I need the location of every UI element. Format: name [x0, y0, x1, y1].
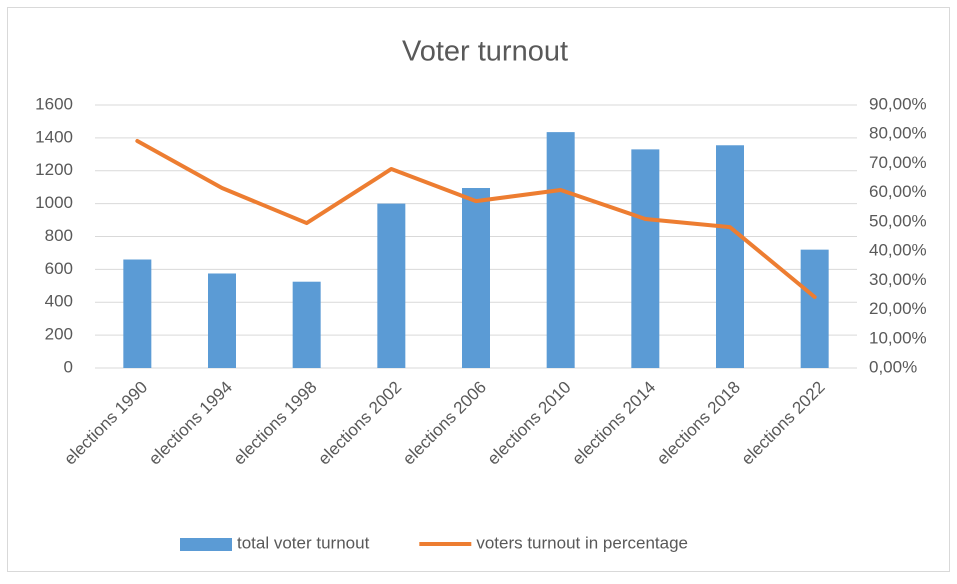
- y-tick-label: 1200: [35, 160, 73, 179]
- bar: [631, 149, 660, 368]
- y-tick-label: 1000: [35, 193, 73, 212]
- legend-swatch: [180, 538, 232, 551]
- bar: [462, 188, 490, 368]
- y-tick-label: 600: [45, 259, 73, 278]
- y2-tick-label: 50,00%: [869, 211, 927, 230]
- y-tick-label: 1400: [35, 127, 73, 146]
- y2-tick-label: 40,00%: [869, 241, 927, 260]
- y-tick-label: 1600: [35, 94, 73, 113]
- y2-tick-label: 20,00%: [869, 299, 927, 318]
- y2-tick-label: 60,00%: [869, 182, 927, 201]
- legend-label: total voter turnout: [237, 533, 370, 552]
- y2-tick-label: 0,00%: [869, 357, 917, 376]
- bar: [800, 249, 829, 368]
- bar: [292, 281, 321, 368]
- y2-tick-label: 30,00%: [869, 270, 927, 289]
- bar: [546, 132, 575, 368]
- y-tick-label: 400: [45, 292, 73, 311]
- bar: [377, 203, 406, 368]
- y-tick-label: 800: [45, 226, 73, 245]
- y2-tick-label: 70,00%: [869, 153, 927, 172]
- chart-title: Voter turnout: [402, 36, 568, 68]
- y2-tick-label: 90,00%: [869, 94, 927, 113]
- y-tick-label: 0: [64, 357, 73, 376]
- bar: [208, 273, 236, 368]
- bar: [123, 259, 152, 368]
- y2-tick-label: 10,00%: [869, 328, 927, 347]
- y2-tick-label: 80,00%: [869, 124, 927, 143]
- legend-label: voters turnout in percentage: [476, 533, 688, 552]
- y-tick-label: 200: [45, 325, 73, 344]
- line: [135, 138, 817, 299]
- bar: [716, 145, 744, 368]
